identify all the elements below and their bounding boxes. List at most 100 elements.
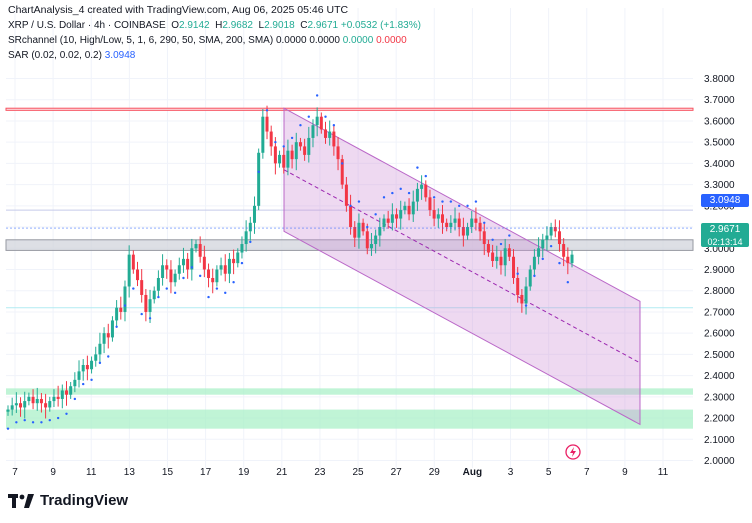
sar-dot [315,94,319,97]
time-tick-label: 17 [200,467,212,478]
support-zone-1 [6,388,693,395]
candle-body [240,244,244,253]
candle-body [248,222,252,232]
candle-body [56,396,60,399]
time-tick-label: Aug [463,467,482,478]
candle-body [453,218,457,223]
support-zone-2 [6,409,693,429]
sar-dot [98,361,102,365]
sar-name: SAR (0.02, 0.02, 0.2) [8,50,102,61]
symbol-legend[interactable]: XRP / U.S. Dollar · 4h · COINBASE O2.914… [8,20,421,32]
ohlc-change: +0.0532 (+1.83%) [340,20,421,31]
lightning-icon [565,444,581,460]
candle-body [528,269,532,287]
sar-dot [48,418,51,422]
candle-body [466,227,470,236]
candles [6,105,574,419]
candle-body [315,116,319,126]
candle-body [131,254,135,270]
sar-dot [40,421,43,424]
candle-body [470,218,474,228]
sar-legend[interactable]: SAR (0.02, 0.02, 0.2) 3.0948 [8,50,135,62]
candle-body [39,398,43,404]
sar-dot [391,191,394,195]
candle-body [549,227,553,236]
countdown-timer: 02:13:14 [707,237,743,247]
srchannel-name: SRchannel (10, High/Low, 5, 1, 6, 290, 5… [8,35,274,46]
price-tick-label: 3.8000 [704,74,735,85]
sar-dot [249,240,252,244]
sar-dot [407,191,411,195]
candle-body [411,201,415,215]
sar-dot [190,266,194,269]
candle-body [311,125,315,138]
channel-midline [283,169,641,364]
last-price-tag: 2.9671 02:13:14 [701,223,749,247]
candle-body [499,256,503,266]
candle-body [106,333,110,338]
candle-body [303,146,307,155]
candle-body [415,188,419,202]
price-tick-label: 2.1000 [704,435,735,446]
srchannel-legend[interactable]: SRchannel (10, High/Low, 5, 1, 6, 290, 5… [8,35,407,47]
candle-body [374,235,378,245]
candle-body [115,307,119,321]
candle-body [428,197,432,211]
candle-body [557,231,561,245]
candle-body [566,256,570,264]
sar-dot [65,412,68,416]
tradingview-logo[interactable]: TradingView [8,492,128,509]
candle-body [307,137,311,155]
candle-body [64,390,68,395]
sar-dot [265,109,269,112]
candle-body [537,248,541,257]
candle-body [432,210,436,219]
srchannel-v3: 0.0000 [342,35,374,46]
candle-body [336,146,340,160]
time-tick-label: 7 [12,467,18,478]
sar-dot [374,213,377,216]
sar-dot [516,272,519,275]
candle-body [420,184,424,189]
sar-dot [240,261,244,265]
candle-body [482,231,486,245]
candle-body [328,131,332,138]
sar-dot [140,312,143,316]
candle-body [541,239,545,249]
candle-body [298,142,302,147]
price-tick-label: 3.3000 [704,180,735,191]
candle-body [261,116,265,153]
sar-dot [382,196,386,199]
candle-body [198,244,202,257]
candle-body [14,403,18,406]
sar-dot [558,261,561,265]
sar-price-tag: 3.0948 [701,194,749,207]
time-tick-label: 13 [124,467,136,478]
sar-dot [165,287,168,290]
candle-body [77,371,81,380]
srchannel-v4: 0.0000 [376,35,407,46]
sar-dot [549,244,553,248]
candle-body [19,403,23,408]
descending-channel [283,107,641,426]
candle-body [69,386,73,395]
sar-dot [56,416,60,420]
sar-dot [466,204,469,208]
sar-dot [257,170,260,174]
candle-body [252,205,256,223]
candle-body [319,116,323,130]
candle-body [73,379,77,387]
candle-body [349,205,353,228]
candle-body [219,265,223,270]
time-tick-label: 3 [508,467,514,478]
candle-body [282,154,286,168]
candle-body [440,214,444,223]
candle-body [524,286,528,304]
candle-body [365,231,369,249]
candle-body [223,265,227,274]
sar-dot [299,123,302,127]
candle-body [85,365,89,370]
price-tick-label: 3.5000 [704,138,735,149]
candle-body [44,403,48,408]
